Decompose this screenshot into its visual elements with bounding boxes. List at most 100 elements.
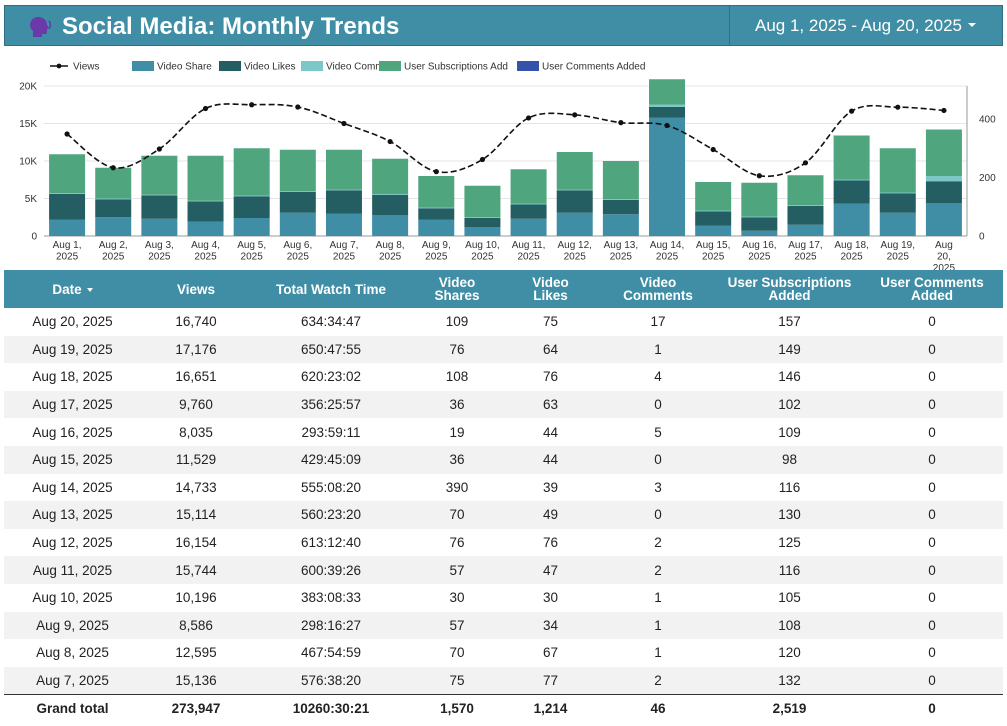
views-point[interactable] (941, 107, 947, 114)
bar-video-comments[interactable] (372, 194, 409, 195)
views-point[interactable] (433, 169, 439, 175)
table-row[interactable]: Aug 8, 2025 12,595 467:54:59 70 67 1 120 0 (4, 639, 1003, 667)
views-point[interactable] (387, 138, 393, 145)
column-header[interactable]: Views (141, 270, 251, 308)
bar-video-comments[interactable] (556, 189, 593, 191)
bar-video-shares[interactable] (49, 219, 86, 237)
bar-user-subscriptions-added[interactable] (879, 148, 916, 193)
views-point[interactable] (802, 160, 809, 166)
table-row[interactable]: Aug 12, 2025 16,154 613:12:40 76 76 2 125 0 (4, 529, 1003, 557)
views-point[interactable] (572, 112, 578, 118)
bar-video-shares[interactable] (233, 218, 270, 236)
bar-video-likes[interactable] (233, 196, 270, 218)
bar-user-subscriptions-added[interactable] (187, 155, 224, 201)
bar-video-likes[interactable] (695, 211, 732, 226)
column-header[interactable]: Date (4, 270, 141, 308)
bar-video-shares[interactable] (372, 215, 409, 236)
bar-video-shares[interactable] (879, 212, 916, 236)
column-header[interactable]: Video Comments (598, 270, 718, 308)
bar-user-subscriptions-added[interactable] (279, 149, 316, 191)
bar-video-likes[interactable] (279, 191, 316, 213)
bar-user-subscriptions-added[interactable] (556, 152, 593, 190)
bar-video-likes[interactable] (464, 218, 501, 227)
bar-user-subscriptions-added[interactable] (95, 167, 132, 199)
column-header[interactable]: User Subscriptions Added (718, 270, 861, 308)
bar-video-likes[interactable] (556, 190, 593, 213)
bar-video-shares[interactable] (649, 117, 686, 237)
bar-video-shares[interactable] (418, 219, 455, 237)
bar-video-comments[interactable] (925, 176, 962, 182)
bar-user-subscriptions-added[interactable] (649, 79, 686, 105)
views-point[interactable] (64, 131, 70, 137)
bar-video-shares[interactable] (925, 203, 962, 236)
column-header[interactable]: Total Watch Time (251, 270, 411, 308)
views-point[interactable] (479, 156, 486, 163)
bar-video-comments[interactable] (49, 193, 86, 194)
column-header[interactable]: User Comments Added (861, 270, 1003, 308)
bar-user-subscriptions-added[interactable] (695, 182, 732, 211)
table-row[interactable]: Aug 7, 2025 15,136 576:38:20 75 77 2 132 0 (4, 666, 1003, 695)
sort-desc-icon[interactable] (86, 287, 93, 292)
bar-video-shares[interactable] (556, 212, 593, 236)
bar-video-comments[interactable] (510, 203, 547, 205)
views-point[interactable] (110, 165, 116, 171)
bar-video-comments[interactable] (649, 104, 686, 107)
views-point[interactable] (849, 108, 855, 114)
column-header[interactable]: Video Likes (503, 270, 598, 308)
bar-video-comments[interactable] (833, 179, 870, 181)
bar-video-shares[interactable] (187, 221, 224, 236)
table-row[interactable]: Aug 14, 2025 14,733 555:08:20 390 39 3 116 0 (4, 474, 1003, 502)
bar-video-likes[interactable] (418, 208, 455, 220)
bar-video-likes[interactable] (141, 195, 178, 219)
views-point[interactable] (202, 105, 209, 112)
bar-video-shares[interactable] (464, 227, 501, 236)
views-point[interactable] (710, 146, 716, 153)
bar-video-shares[interactable] (833, 203, 870, 236)
views-point[interactable] (756, 173, 762, 179)
bar-video-shares[interactable] (325, 213, 362, 237)
bar-video-likes[interactable] (741, 217, 778, 231)
table-row[interactable]: Aug 17, 2025 9,760 356:25:57 36 63 0 102 0 (4, 390, 1003, 419)
table-row[interactable]: Aug 15, 2025 11,529 429:45:09 36 44 0 98 0 (4, 445, 1003, 474)
bar-video-comments[interactable] (325, 189, 362, 191)
bar-video-comments[interactable] (787, 205, 824, 206)
bar-user-subscriptions-added[interactable] (464, 185, 501, 218)
bar-user-subscriptions-added[interactable] (418, 176, 455, 208)
bar-video-shares[interactable] (141, 218, 178, 236)
column-header[interactable]: Video Shares (411, 270, 503, 308)
bar-user-subscriptions-added[interactable] (925, 129, 962, 177)
bar-video-comments[interactable] (187, 200, 224, 202)
table-row[interactable]: Aug 13, 2025 15,114 560:23:20 70 49 0 130 0 (4, 501, 1003, 529)
table-row[interactable]: Aug 20, 2025 16,740 634:34:47 109 75 17 157 0 (4, 308, 1003, 336)
bar-video-shares[interactable] (602, 214, 639, 236)
bar-user-subscriptions-added[interactable] (787, 175, 824, 206)
bar-video-comments[interactable] (741, 216, 778, 218)
bar-video-likes[interactable] (510, 204, 547, 219)
bar-video-shares[interactable] (279, 212, 316, 236)
bar-video-likes[interactable] (925, 181, 962, 203)
bar-video-likes[interactable] (879, 193, 916, 213)
table-row[interactable]: Aug 10, 2025 10,196 383:08:33 30 30 1 105 0 (4, 584, 1003, 612)
bar-user-subscriptions-added[interactable] (833, 135, 870, 180)
bar-user-subscriptions-added[interactable] (741, 182, 778, 217)
bar-video-likes[interactable] (95, 199, 132, 218)
bar-video-comments[interactable] (695, 210, 732, 212)
bar-user-subscriptions-added[interactable] (602, 161, 639, 200)
bar-video-likes[interactable] (649, 107, 686, 118)
bar-video-likes[interactable] (187, 201, 224, 222)
chevron-down-icon[interactable] (968, 23, 976, 27)
bar-video-comments[interactable] (279, 191, 316, 192)
bar-user-subscriptions-added[interactable] (233, 148, 270, 196)
bar-video-comments[interactable] (602, 199, 639, 200)
views-point[interactable] (525, 115, 532, 121)
views-point[interactable] (156, 146, 162, 152)
bar-video-likes[interactable] (602, 200, 639, 215)
bar-user-subscriptions-added[interactable] (49, 154, 86, 194)
table-row[interactable]: Aug 16, 2025 8,035 293:59:11 19 44 5 109 0 (4, 418, 1003, 446)
table-row[interactable]: Aug 19, 2025 17,176 650:47:55 76 64 1 149 0 (4, 335, 1003, 364)
bar-video-comments[interactable] (233, 195, 270, 197)
views-point[interactable] (664, 122, 670, 129)
bar-video-likes[interactable] (833, 180, 870, 204)
table-row[interactable]: Aug 9, 2025 8,586 298:16:27 57 34 1 108 0 (4, 611, 1003, 640)
bar-video-comments[interactable] (95, 198, 132, 200)
